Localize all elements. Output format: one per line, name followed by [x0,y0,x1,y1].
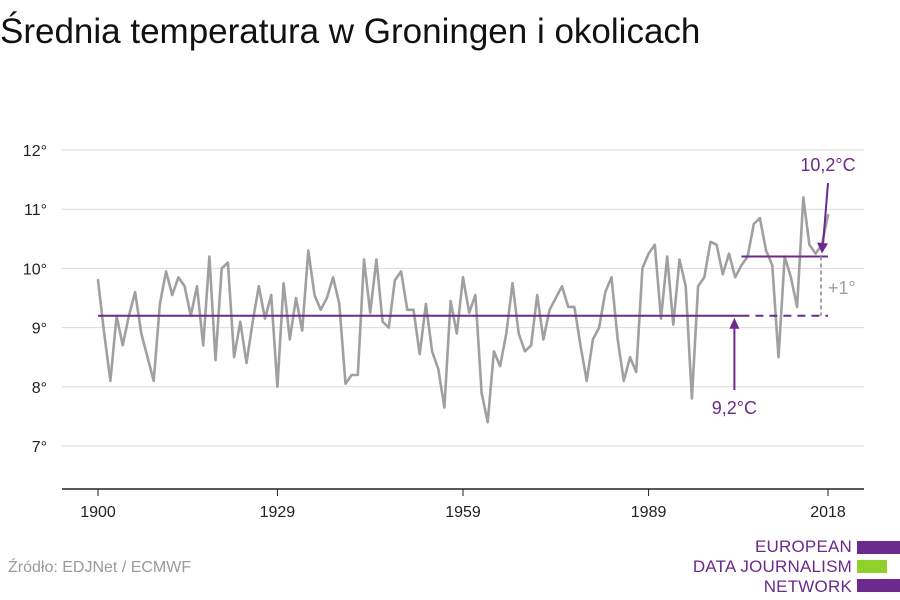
y-tick-label: 8° [32,380,47,397]
logo-line-2: DATA JOURNALISM [692,557,852,576]
high-arrow-shaft [822,182,829,245]
annotations: +1° 9,2°C 10,2°C [712,155,856,418]
y-tick-label: 7° [32,439,47,456]
y-tick-label: 12° [23,143,47,160]
edjnet-logo-bars [857,537,900,599]
logo-line-1: EUROPEAN [754,537,852,556]
logo-line-3: NETWORK [763,577,852,596]
logo-bar-middle [857,560,887,573]
edjnet-logo-text: EUROPEAN DATA JOURNALISM NETWORK [693,537,852,597]
x-tick-label: 2018 [810,504,846,521]
temperature-series-line [96,196,830,424]
x-tick-label: 1989 [631,504,667,521]
high-annotation-label: 10,2°C [800,155,855,175]
high-arrow-head [817,242,828,254]
x-tick-label: 1900 [80,504,116,521]
y-tick-label: 11° [24,202,47,219]
series-layer [96,196,830,424]
x-tick-label: 1959 [445,504,481,521]
logo-bar-top [857,541,900,554]
x-tick-label: 1929 [260,504,296,521]
y-axis-labels: 7° 8° 9° 10° 11° 12° [23,143,47,456]
y-tick-label: 10° [23,261,47,278]
reference-lines [98,255,828,317]
low-annotation-label: 9,2°C [712,398,757,418]
source-note: Źródło: EDJNet / ECMWF [8,559,192,576]
grid-lines [62,149,864,447]
x-axis: 1900 1929 1959 1989 2018 [62,488,864,521]
chart-title: Średnia temperatura w Groningen i okolic… [0,12,701,51]
delta-label: +1° [828,278,856,298]
low-arrow-head [729,317,740,329]
logo-bar-bottom [857,579,900,592]
y-tick-label: 9° [32,321,47,338]
